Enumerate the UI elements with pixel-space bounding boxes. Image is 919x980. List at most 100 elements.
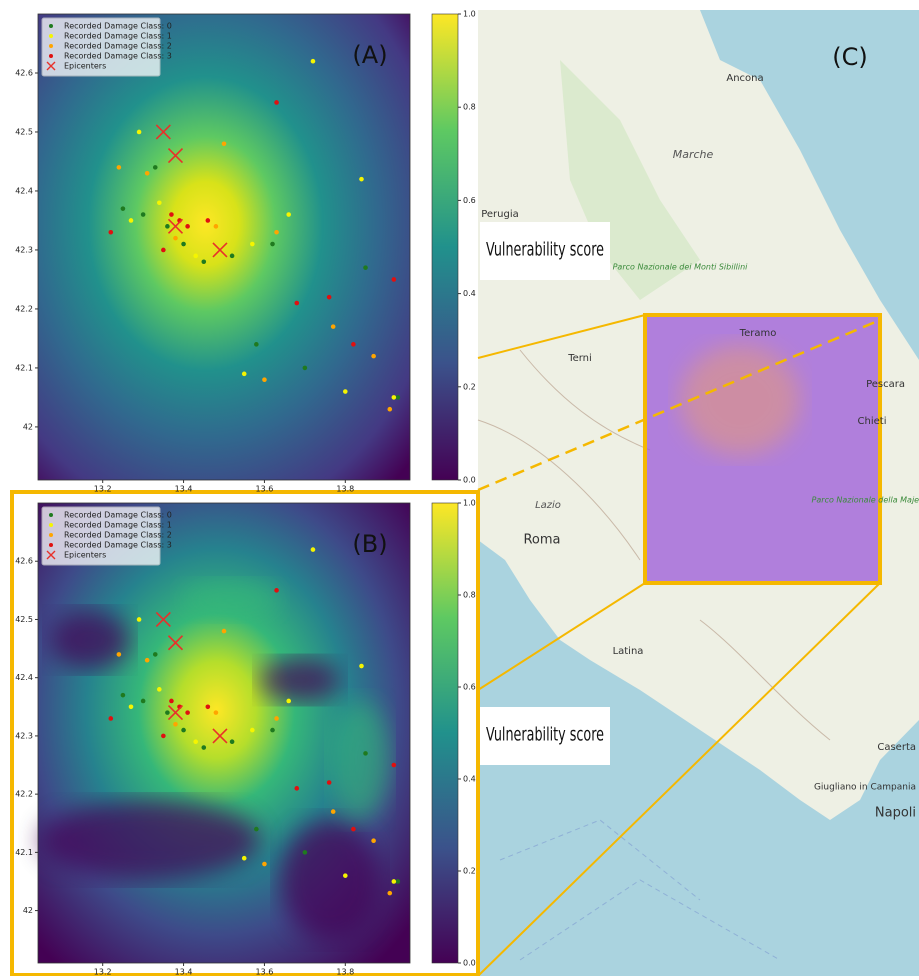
place-label: Ancona xyxy=(726,73,763,84)
colorbar-tick-label: 0.2 xyxy=(463,382,476,391)
colorbar-tick-label: 0.6 xyxy=(463,196,476,205)
damage-point xyxy=(392,879,397,884)
colorbar-label: Vulnerability score xyxy=(486,239,604,261)
damage-point xyxy=(157,687,162,692)
damage-point xyxy=(201,259,206,264)
legend-marker xyxy=(49,533,53,537)
legend-marker xyxy=(49,54,53,58)
colorbar-tick-label: 0.2 xyxy=(463,867,476,876)
damage-point xyxy=(169,699,174,704)
damage-point xyxy=(286,212,291,217)
damage-point xyxy=(157,200,162,205)
damage-point xyxy=(254,342,259,347)
colorbar xyxy=(432,14,458,480)
colorbar xyxy=(432,503,458,963)
damage-point xyxy=(230,739,235,744)
damage-point xyxy=(129,218,134,223)
damage-point xyxy=(392,277,397,282)
x-tick-label: 13.4 xyxy=(175,968,193,977)
colorbar-tick-label: 0.6 xyxy=(463,683,476,692)
place-label: Roma xyxy=(523,533,560,548)
damage-point xyxy=(387,407,392,412)
damage-point xyxy=(230,254,235,259)
damage-point xyxy=(286,699,291,704)
damage-point xyxy=(274,716,279,721)
damage-point xyxy=(145,658,150,663)
damage-point xyxy=(327,780,332,785)
heatmap-lobe xyxy=(180,580,280,620)
damage-point xyxy=(117,165,122,170)
damage-point xyxy=(108,230,113,235)
y-tick-label: 42.2 xyxy=(15,790,33,799)
y-tick-label: 42.3 xyxy=(15,245,33,254)
damage-point xyxy=(387,891,392,896)
place-label: Lazio xyxy=(535,500,561,511)
damage-point xyxy=(270,242,275,247)
damage-point xyxy=(396,395,401,400)
damage-point xyxy=(242,856,247,861)
y-tick-label: 42.5 xyxy=(15,615,33,624)
damage-point xyxy=(214,710,219,715)
damage-point xyxy=(173,236,178,241)
damage-point xyxy=(274,100,279,105)
damage-point xyxy=(359,177,364,182)
legend-label: Epicenters xyxy=(64,62,106,71)
damage-point xyxy=(137,617,142,622)
damage-point xyxy=(396,879,401,884)
colorbar-tick-label: 1.0 xyxy=(463,10,476,19)
damage-point xyxy=(359,664,364,669)
x-tick-label: 13.6 xyxy=(256,485,274,494)
y-tick-label: 42.6 xyxy=(15,68,33,77)
legend-label: Recorded Damage Class: 2 xyxy=(64,531,172,540)
damage-point xyxy=(303,850,308,855)
colorbar-label: Vulnerability score xyxy=(486,724,604,746)
panel-label: (A) xyxy=(352,41,387,69)
legend-marker xyxy=(49,513,53,517)
damage-point xyxy=(141,212,146,217)
damage-point xyxy=(294,301,299,306)
damage-point xyxy=(161,248,166,253)
legend-label: Recorded Damage Class: 2 xyxy=(64,42,172,51)
damage-point xyxy=(270,728,275,733)
place-label: Latina xyxy=(613,646,644,657)
figure: (C) Ancona Marche Perugia Parco Nazional… xyxy=(0,0,919,976)
map-panel: (C) Ancona Marche Perugia Parco Nazional… xyxy=(478,10,919,976)
damage-point xyxy=(274,588,279,593)
colorbar-tick-label: 0.0 xyxy=(463,476,476,485)
colorbar-tick-label: 0.8 xyxy=(463,591,476,600)
damage-point xyxy=(181,728,186,733)
damage-point xyxy=(254,827,259,832)
damage-point xyxy=(145,171,150,176)
legend-marker xyxy=(49,34,53,38)
legend-marker xyxy=(49,543,53,547)
damage-point xyxy=(153,652,158,657)
colorbar-tick-label: 0.4 xyxy=(463,289,476,298)
damage-point xyxy=(121,693,126,698)
heatmap-lobe xyxy=(260,658,340,702)
y-tick-label: 42.3 xyxy=(15,731,33,740)
panel-label: (B) xyxy=(352,530,387,558)
legend-label: Recorded Damage Class: 3 xyxy=(64,52,172,61)
place-label: Teramo xyxy=(739,328,777,339)
legend-marker xyxy=(49,24,53,28)
legend-label: Recorded Damage Class: 0 xyxy=(64,511,172,520)
legend-label: Recorded Damage Class: 3 xyxy=(64,541,172,550)
damage-point xyxy=(392,395,397,400)
place-label: Parco Nazionale della Majella xyxy=(812,496,919,505)
damage-point xyxy=(117,652,122,657)
y-tick-label: 42 xyxy=(23,906,33,915)
damage-point xyxy=(185,710,190,715)
damage-point xyxy=(331,809,336,814)
y-tick-label: 42.4 xyxy=(15,673,33,682)
heatmap-lobe xyxy=(40,800,260,880)
y-tick-label: 42.1 xyxy=(15,363,33,372)
damage-point xyxy=(161,734,166,739)
damage-point xyxy=(193,254,198,259)
damage-point xyxy=(185,224,190,229)
legend-label: Recorded Damage Class: 1 xyxy=(64,521,172,530)
y-tick-label: 42 xyxy=(23,422,33,431)
x-tick-label: 13.8 xyxy=(336,968,354,977)
damage-point xyxy=(121,206,126,211)
damage-point xyxy=(108,716,113,721)
y-tick-label: 42.4 xyxy=(15,186,33,195)
